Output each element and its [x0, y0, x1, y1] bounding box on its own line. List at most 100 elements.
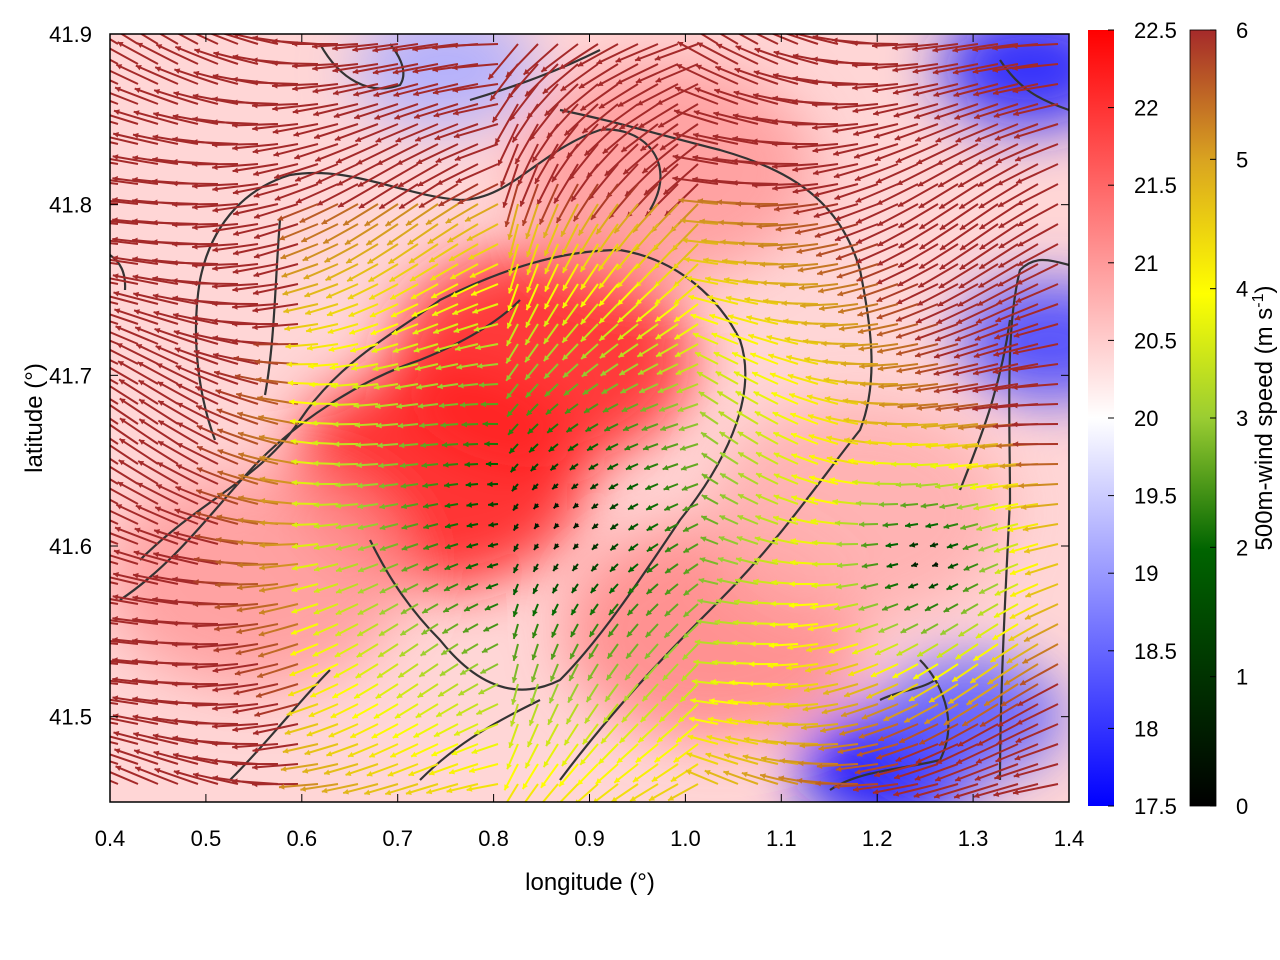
wind-arrow [656, 83, 699, 106]
wind-arrow [507, 263, 519, 294]
wind-arrow [595, 763, 619, 785]
wind-arrow [661, 663, 679, 682]
wind-arrow [878, 623, 899, 634]
wind-arrow [1012, 783, 1059, 796]
wind-arrow [938, 183, 979, 210]
wind-arrow [694, 351, 719, 365]
wind-arrow [895, 303, 939, 322]
wind-arrow [803, 683, 839, 693]
wind-arrow [1008, 623, 1039, 642]
wind-arrow [755, 431, 779, 445]
y-tick-label: 41.9 [49, 22, 92, 47]
wind-arrow [306, 723, 339, 737]
wind-arrow [707, 294, 739, 305]
wind-arrow [917, 163, 959, 188]
wind-arrow [700, 536, 719, 545]
wind-arrow [815, 243, 859, 258]
wind-arrow [1007, 523, 1039, 533]
wind-arrow [933, 343, 979, 359]
wind-arrow [1021, 643, 1059, 665]
wind-arrow [876, 283, 919, 303]
wind-arrow [635, 743, 659, 764]
wind-arrow [903, 703, 939, 724]
wind-arrow [400, 603, 419, 615]
wind-arrow [590, 563, 599, 572]
wind-arrow [948, 463, 979, 470]
wind-arrow [444, 543, 459, 550]
wind-arrow [989, 503, 1019, 512]
wind-arrow [588, 643, 599, 660]
wind-arrow [511, 103, 539, 143]
wind-arrow [663, 623, 679, 639]
wind-arrow [334, 643, 359, 658]
wind-arrow [664, 543, 679, 553]
wind-arrow [216, 514, 259, 525]
wind-arrow [437, 683, 459, 698]
wind-arrow [939, 423, 979, 431]
wind-arrow [798, 760, 839, 767]
wind-arrow [744, 296, 779, 305]
wind-arrow [332, 63, 379, 74]
wind-arrow [300, 783, 339, 792]
wind-arrow [112, 154, 159, 165]
wind-arrow [791, 121, 839, 128]
wind-arrow [569, 623, 579, 638]
wind-arrow [781, 300, 819, 307]
wind-arrow [777, 243, 819, 252]
wind-arrow [212, 283, 259, 290]
wind-arrow [450, 283, 479, 298]
wind-arrow [972, 383, 1019, 394]
wind-arrow [876, 303, 919, 320]
wind-arrow [711, 332, 739, 345]
wind-arrow [855, 183, 899, 203]
wind-arrow [389, 283, 419, 301]
wind-arrow [856, 743, 899, 757]
wind-arrow [934, 323, 979, 342]
wind-arrow [973, 783, 1019, 799]
wind-arrow [451, 743, 479, 756]
wind-arrow [621, 403, 639, 413]
wind-arrow [831, 82, 879, 88]
wind-arrow [292, 63, 339, 69]
wind-arrow [624, 443, 639, 451]
wind-arrow [113, 549, 159, 565]
wind-arrow [952, 43, 999, 53]
wind-arrow [110, 554, 139, 565]
wind-arrow [1003, 663, 1039, 686]
wind-arrow [376, 143, 419, 166]
wind-arrow [353, 83, 399, 97]
wind-arrow [822, 683, 859, 696]
wind-arrow [313, 603, 339, 615]
wind-arrow [807, 623, 839, 632]
wind-arrow [478, 382, 499, 388]
wind-arrow [294, 143, 339, 160]
wind-arrow [1019, 663, 1059, 686]
wind-arrow [394, 103, 439, 120]
wind-arrow [861, 562, 879, 569]
wind-arrow [975, 743, 1019, 764]
wind-arrow [973, 83, 1019, 97]
wind-arrow [972, 643, 999, 662]
wind-arrow [656, 363, 679, 376]
wind-arrow [855, 500, 879, 507]
wind-arrow [110, 532, 139, 545]
wind-arrow [401, 563, 419, 572]
wind-arrow [892, 43, 939, 51]
wind-arrow [232, 723, 279, 733]
wind-arrow [588, 463, 599, 471]
wind-arrow [398, 442, 419, 449]
wind-arrow [287, 683, 319, 697]
wind-arrow [928, 583, 939, 589]
wind-arrow [476, 363, 499, 369]
wind-arrow [113, 290, 159, 305]
wind-arrow [357, 523, 379, 531]
heat-colorbar-tick-label: 21 [1134, 251, 1158, 276]
wind-arrow [675, 63, 719, 85]
wind-arrow [739, 240, 779, 247]
heat-colorbar-tick-label: 21.5 [1134, 173, 1177, 198]
wind-arrow [626, 603, 639, 616]
wind-arrow [504, 183, 519, 228]
wind-arrow [932, 43, 979, 53]
wind-arrow [673, 283, 699, 306]
wind-arrow [837, 743, 879, 755]
